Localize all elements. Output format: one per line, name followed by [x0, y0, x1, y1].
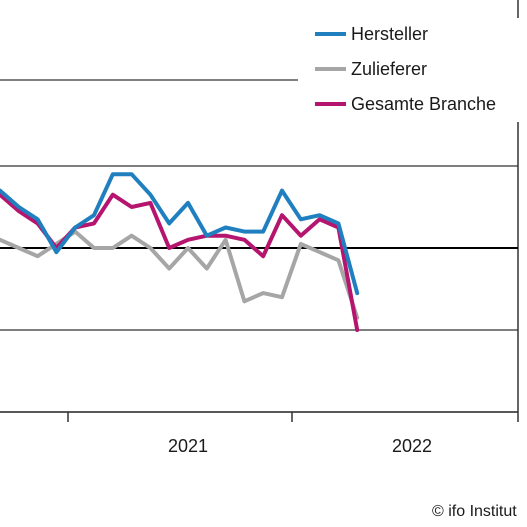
gridlines [0, 79, 518, 413]
series-line-hersteller [0, 172, 360, 296]
legend: Hersteller Zulieferer Gesamte Branche [300, 18, 527, 122]
series-line-gesamte-branche [0, 192, 360, 332]
legend-label: Gesamte Branche [351, 94, 496, 114]
x-tick-label: 2021 [168, 436, 208, 456]
source-credit: © ifo Institut [432, 503, 517, 520]
legend-label: Hersteller [351, 24, 428, 44]
x-tick-label: 2022 [392, 436, 432, 456]
x-axis-ticks: 2021 2022 [67, 412, 519, 456]
series-lines [0, 172, 360, 332]
legend-label: Zulieferer [351, 59, 427, 79]
